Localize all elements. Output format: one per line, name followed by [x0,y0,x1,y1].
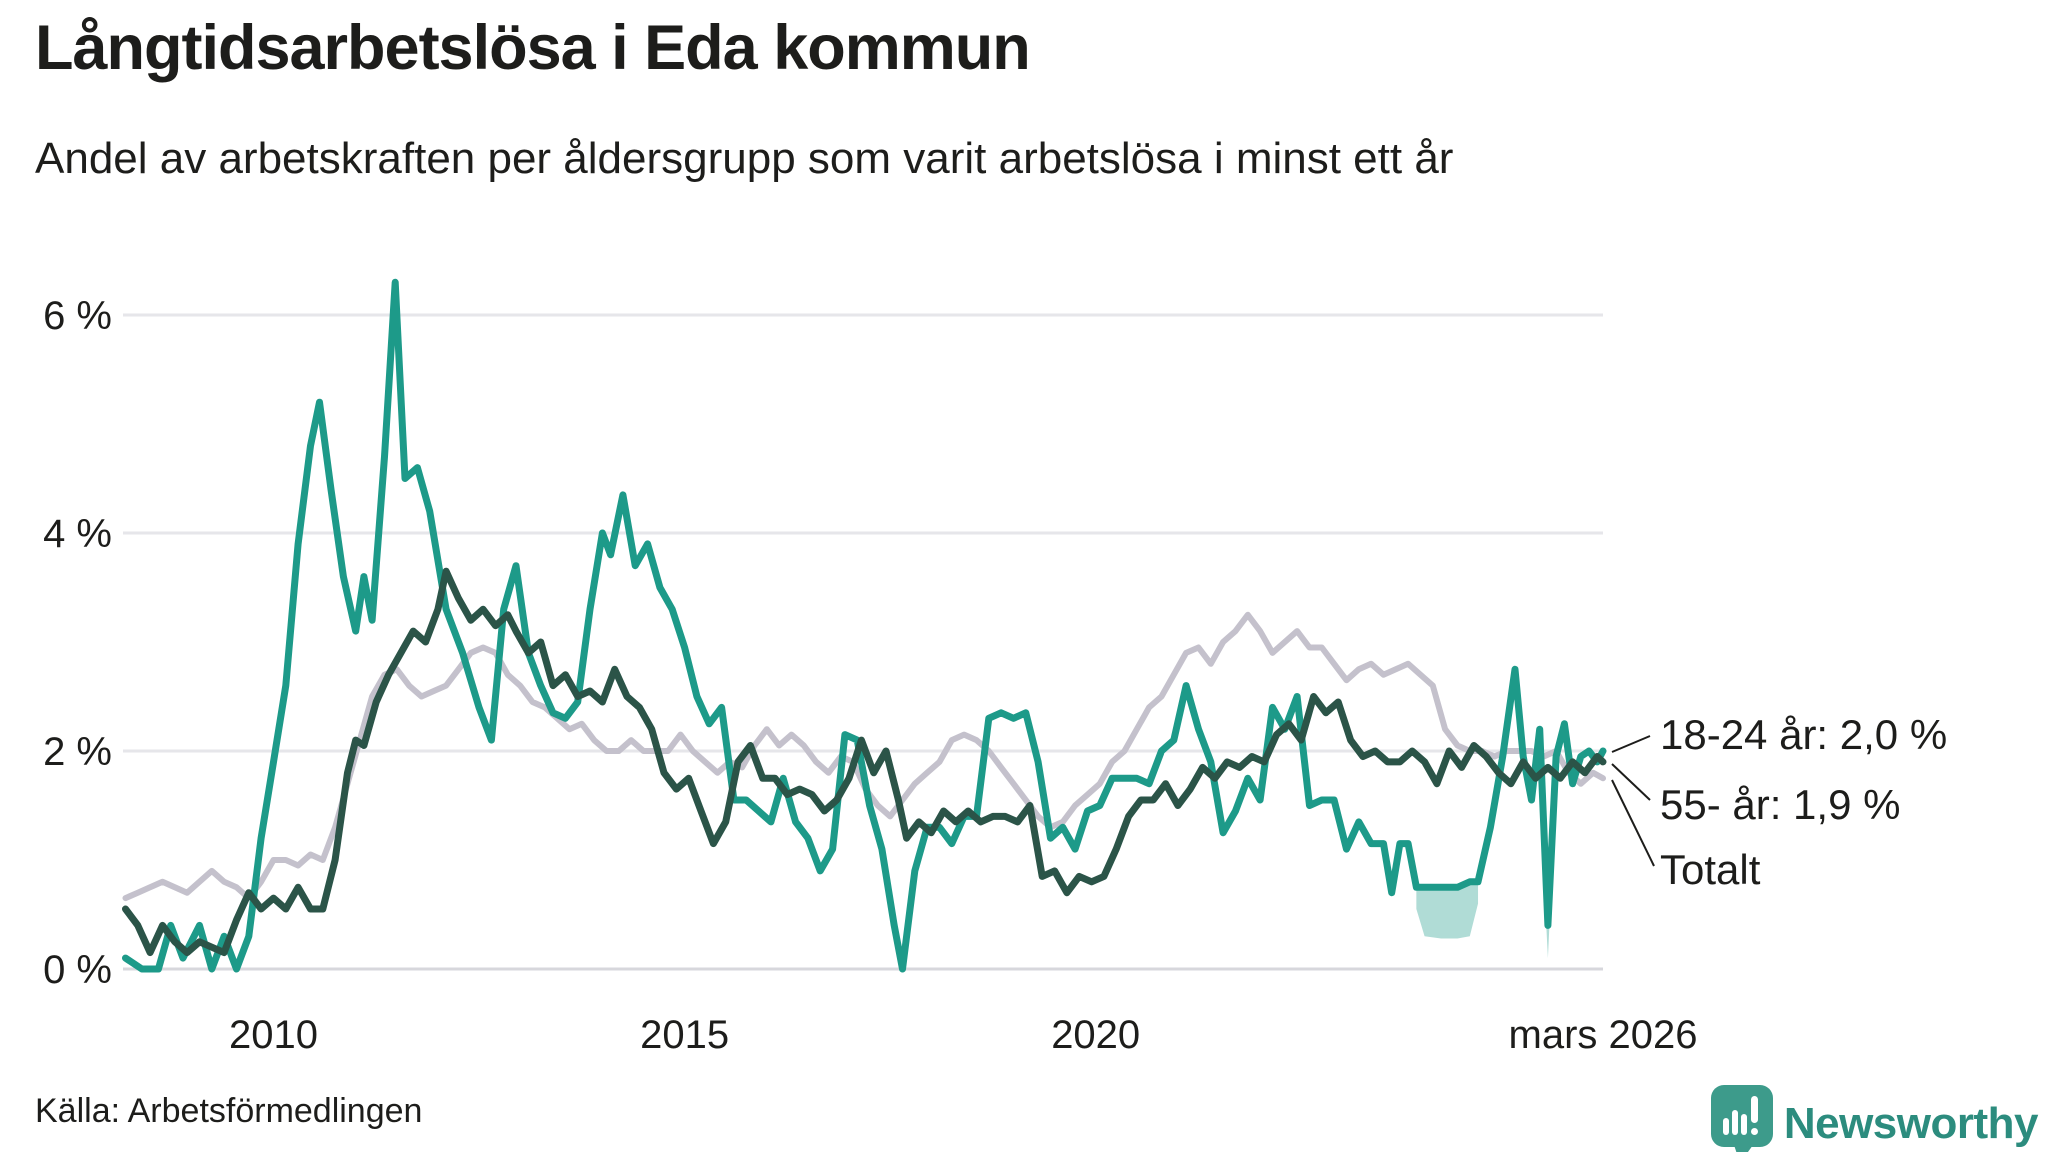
annotation-leader-line [1611,735,1651,753]
annotation-leader-line [1611,779,1655,867]
source-credit: Källa: Arbetsförmedlingen [35,1092,423,1130]
x-tick-label: 2010 [229,1013,318,1057]
series-line [122,567,1607,957]
x-tick-label: mars 2026 [1509,1013,1698,1057]
y-tick-label: 6 % [43,294,112,338]
newsworthy-logo-icon [1710,1085,1773,1152]
series-line [122,278,1607,973]
series-label-totalt: Totalt [1660,846,1761,893]
series-label-18-24: 18-24 år: 2,0 % [1660,711,1948,758]
y-tick-label: 0 % [43,948,112,992]
newsworthy-brand: Newsworthy [1710,1084,2039,1152]
x-tick-label: 2020 [1051,1013,1140,1057]
newsworthy-brand-text: Newsworthy [1783,1099,2039,1148]
uncertainty-band [1416,881,1479,939]
series-label-55: 55- år: 1,9 % [1660,781,1901,828]
page-subtitle: Andel av arbetskraften per åldersgrupp s… [35,134,1454,183]
x-tick-label: 2015 [640,1013,729,1057]
y-tick-label: 2 % [43,730,112,774]
page-title: Långtidsarbetslösa i Eda kommun [35,13,1031,83]
y-tick-label: 4 % [43,512,112,556]
annotation-leader-line [1611,763,1651,801]
